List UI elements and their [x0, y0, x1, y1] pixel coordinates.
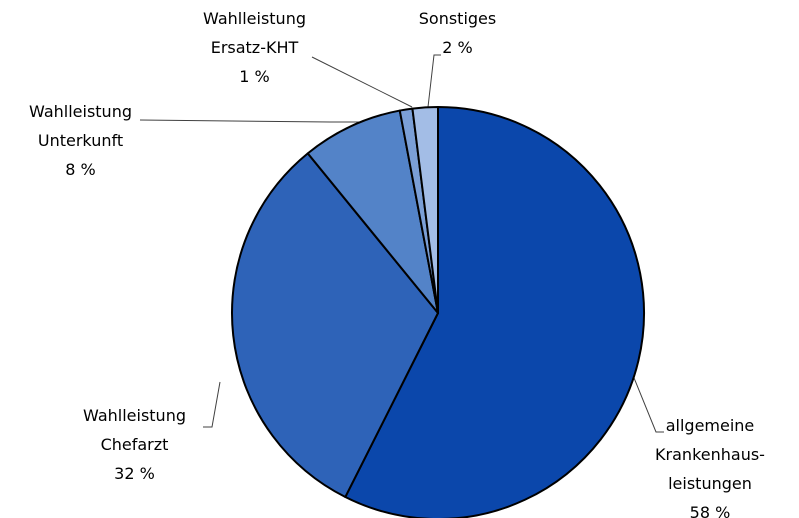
- leader-line: [203, 381, 221, 428]
- slice-label: Wahlleistung Chefarzt 32 %: [72, 401, 197, 488]
- slice-label: Wahlleistung Ersatz-KHT 1 %: [192, 4, 317, 91]
- leader-line: [139, 119, 365, 123]
- value-label: 2 %: [442, 38, 473, 57]
- leader-line: [427, 54, 441, 108]
- category-label: Wahlleistung Ersatz-KHT: [203, 9, 306, 57]
- category-label: Wahlleistung Unterkunft: [29, 102, 132, 150]
- leader-lines: [139, 54, 664, 433]
- value-label: 8 %: [65, 160, 96, 179]
- pie-slice: [344, 106, 645, 518]
- pie-slice: [306, 109, 439, 314]
- value-label: 1 %: [239, 67, 270, 86]
- category-label: Wahlleistung Chefarzt: [83, 406, 186, 454]
- value-label: 58 %: [689, 503, 731, 518]
- pie-slice: [411, 106, 439, 314]
- leader-line: [311, 56, 413, 108]
- slice-label: Wahlleistung Unterkunft 8 %: [18, 97, 143, 184]
- slice-label: Sonstiges 2 %: [405, 4, 510, 62]
- slice-label: allgemeine Krankenhaus-leistungen 58 %: [650, 411, 770, 518]
- pie-slice: [231, 152, 439, 498]
- category-label: Sonstiges: [418, 9, 497, 28]
- leader-line: [629, 367, 664, 433]
- category-label: allgemeine Krankenhaus-leistungen: [655, 416, 765, 493]
- value-label: 32 %: [114, 464, 155, 483]
- slices: [231, 106, 645, 518]
